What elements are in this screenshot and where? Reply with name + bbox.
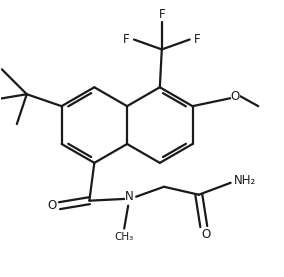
Text: NH₂: NH₂	[233, 174, 256, 187]
Text: O: O	[201, 228, 210, 241]
Text: CH₃: CH₃	[114, 232, 134, 242]
Text: O: O	[47, 199, 56, 212]
Text: F: F	[194, 33, 201, 46]
Text: F: F	[123, 33, 129, 46]
Text: O: O	[231, 90, 240, 103]
Text: N: N	[125, 190, 133, 203]
Text: F: F	[158, 8, 165, 21]
